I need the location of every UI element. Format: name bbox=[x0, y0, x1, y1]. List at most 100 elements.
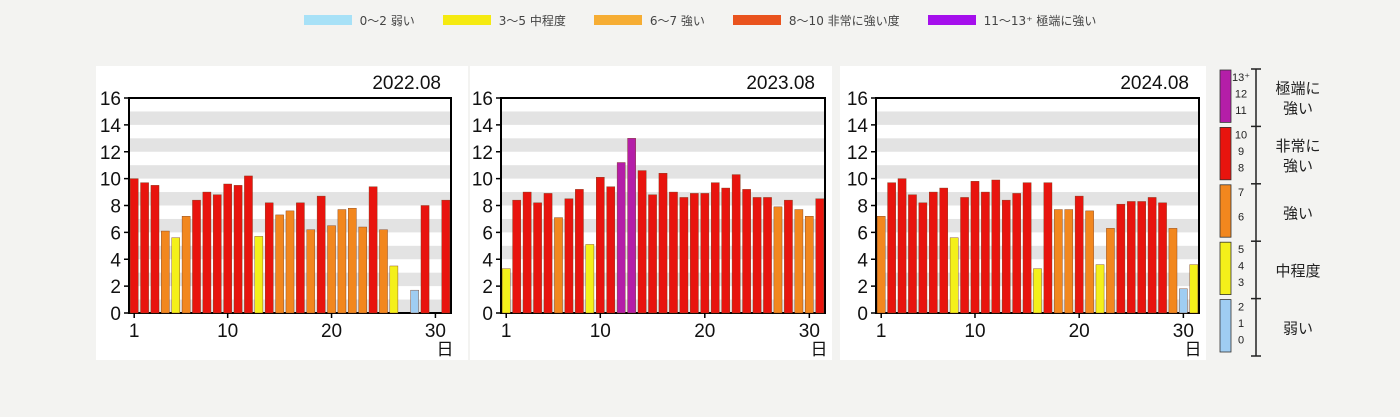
bar-day-16 bbox=[658, 173, 668, 314]
bar-day-5 bbox=[918, 202, 928, 314]
y-tick-label: 0 bbox=[110, 304, 121, 325]
bar-day-21 bbox=[337, 209, 347, 314]
y-tick-label: 4 bbox=[857, 250, 868, 271]
bar-day-23 bbox=[731, 174, 741, 314]
grid-band bbox=[876, 138, 1199, 152]
bar-day-13 bbox=[254, 236, 264, 314]
bar-day-31 bbox=[1189, 264, 1199, 314]
x-tick-label: 30 bbox=[1173, 321, 1194, 342]
bar-day-20 bbox=[327, 225, 336, 314]
bar-day-15 bbox=[648, 194, 657, 314]
scale-value: 2 bbox=[1238, 302, 1244, 314]
bar-day-31 bbox=[441, 199, 451, 314]
legend-item: 0～2 弱い bbox=[303, 12, 415, 29]
bar-day-30 bbox=[1179, 288, 1188, 314]
chart-title: 2022.08 bbox=[372, 73, 441, 94]
grid-band bbox=[501, 111, 825, 125]
scale-value: 7 bbox=[1238, 187, 1244, 199]
bar-day-30 bbox=[805, 216, 814, 314]
bar-day-4 bbox=[161, 230, 170, 314]
bar-day-18 bbox=[306, 229, 316, 314]
bar-day-2 bbox=[512, 199, 521, 314]
bar-day-25 bbox=[752, 197, 762, 314]
bar-day-22 bbox=[721, 187, 730, 314]
scale-swatch bbox=[1219, 241, 1232, 295]
bar-day-10 bbox=[970, 181, 980, 314]
bar-day-17 bbox=[296, 202, 305, 314]
bar-day-28 bbox=[784, 199, 793, 314]
bar-day-1 bbox=[501, 268, 511, 314]
bar-day-19 bbox=[690, 193, 699, 314]
y-tick-label: 10 bbox=[847, 170, 868, 191]
y-tick-label: 14 bbox=[472, 116, 494, 137]
scale-group-label: 弱い bbox=[1283, 319, 1313, 337]
grid-band bbox=[501, 165, 825, 179]
grid-band bbox=[129, 138, 451, 152]
y-tick-label: 2 bbox=[482, 277, 493, 298]
chart-title: 2024.08 bbox=[1120, 73, 1189, 94]
grid-band bbox=[876, 165, 1199, 179]
bar-day-27 bbox=[773, 206, 783, 314]
bar-day-5 bbox=[543, 193, 553, 314]
legend-swatch bbox=[732, 15, 781, 25]
scale-value: 10 bbox=[1235, 129, 1247, 141]
bar-day-9 bbox=[960, 197, 969, 314]
scale-value: 1 bbox=[1238, 318, 1244, 330]
bar-day-10 bbox=[596, 177, 605, 314]
grid-band bbox=[501, 138, 825, 152]
bar-day-20 bbox=[1074, 195, 1084, 314]
scale-swatch bbox=[1219, 299, 1232, 353]
bar-day-29 bbox=[794, 209, 804, 314]
legend-swatch bbox=[593, 15, 642, 25]
bar-day-28 bbox=[410, 289, 419, 314]
bar-day-12 bbox=[616, 162, 626, 314]
grid-band bbox=[876, 192, 1199, 206]
y-tick-label: 12 bbox=[472, 143, 493, 164]
bar-day-8 bbox=[575, 189, 584, 314]
bar-day-21 bbox=[710, 182, 720, 314]
bar-day-11 bbox=[233, 185, 243, 314]
bar-day-3 bbox=[150, 185, 160, 314]
x-tick-label: 20 bbox=[321, 321, 342, 342]
bar-day-27 bbox=[1147, 197, 1157, 314]
bar-day-15 bbox=[275, 214, 284, 314]
bar-day-1 bbox=[876, 216, 886, 314]
y-tick-label: 16 bbox=[472, 89, 493, 110]
x-tick-label: 20 bbox=[1069, 321, 1090, 342]
uv-bar-chart-2023: 0 2 4 6 8 10 12 14 16 1 10 20 30日 2023.08 bbox=[472, 73, 828, 360]
bar-day-3 bbox=[897, 178, 907, 314]
bar-day-29 bbox=[1168, 228, 1178, 314]
bar-day-16 bbox=[285, 210, 295, 314]
grid-band bbox=[129, 165, 451, 179]
scale-swatch bbox=[1219, 127, 1232, 181]
chart-panel-2023: 0 2 4 6 8 10 12 14 16 1 10 20 30 日 2023.08 bbox=[470, 66, 832, 360]
bar-day-11 bbox=[606, 186, 616, 314]
bar-day-21 bbox=[1085, 210, 1094, 314]
y-tick-label: 4 bbox=[482, 250, 493, 271]
bar-day-7 bbox=[192, 199, 201, 314]
bar-day-10 bbox=[223, 183, 232, 314]
grid-band bbox=[129, 111, 451, 125]
x-tick-label: 10 bbox=[964, 321, 985, 342]
y-tick-label: 0 bbox=[482, 304, 493, 325]
x-tick-label: 10 bbox=[590, 321, 611, 342]
bar-day-13 bbox=[627, 138, 636, 314]
x-axis-label: 日 bbox=[437, 340, 454, 360]
scale-value: 3 bbox=[1238, 277, 1244, 289]
bar-day-1 bbox=[129, 178, 139, 314]
bar-day-2 bbox=[887, 182, 896, 314]
bar-day-26 bbox=[763, 197, 772, 314]
y-tick-label: 12 bbox=[100, 143, 121, 164]
bar-day-28 bbox=[1158, 202, 1167, 314]
y-tick-label: 8 bbox=[482, 197, 493, 218]
bar-day-12 bbox=[991, 179, 1001, 314]
bar-day-17 bbox=[1043, 182, 1053, 314]
bar-day-7 bbox=[939, 187, 948, 314]
x-tick-label: 10 bbox=[217, 321, 238, 342]
x-tick-label: 20 bbox=[694, 321, 715, 342]
color-legend: 0～2 弱い 3～5 中程度 6～7 強い 8～10 非常に強い度 11～13⁺ 極端に… bbox=[0, 0, 1400, 40]
bar-day-12 bbox=[244, 175, 253, 314]
y-tick-label: 16 bbox=[100, 89, 121, 110]
legend-swatch bbox=[303, 15, 352, 25]
y-tick-label: 16 bbox=[847, 89, 868, 110]
